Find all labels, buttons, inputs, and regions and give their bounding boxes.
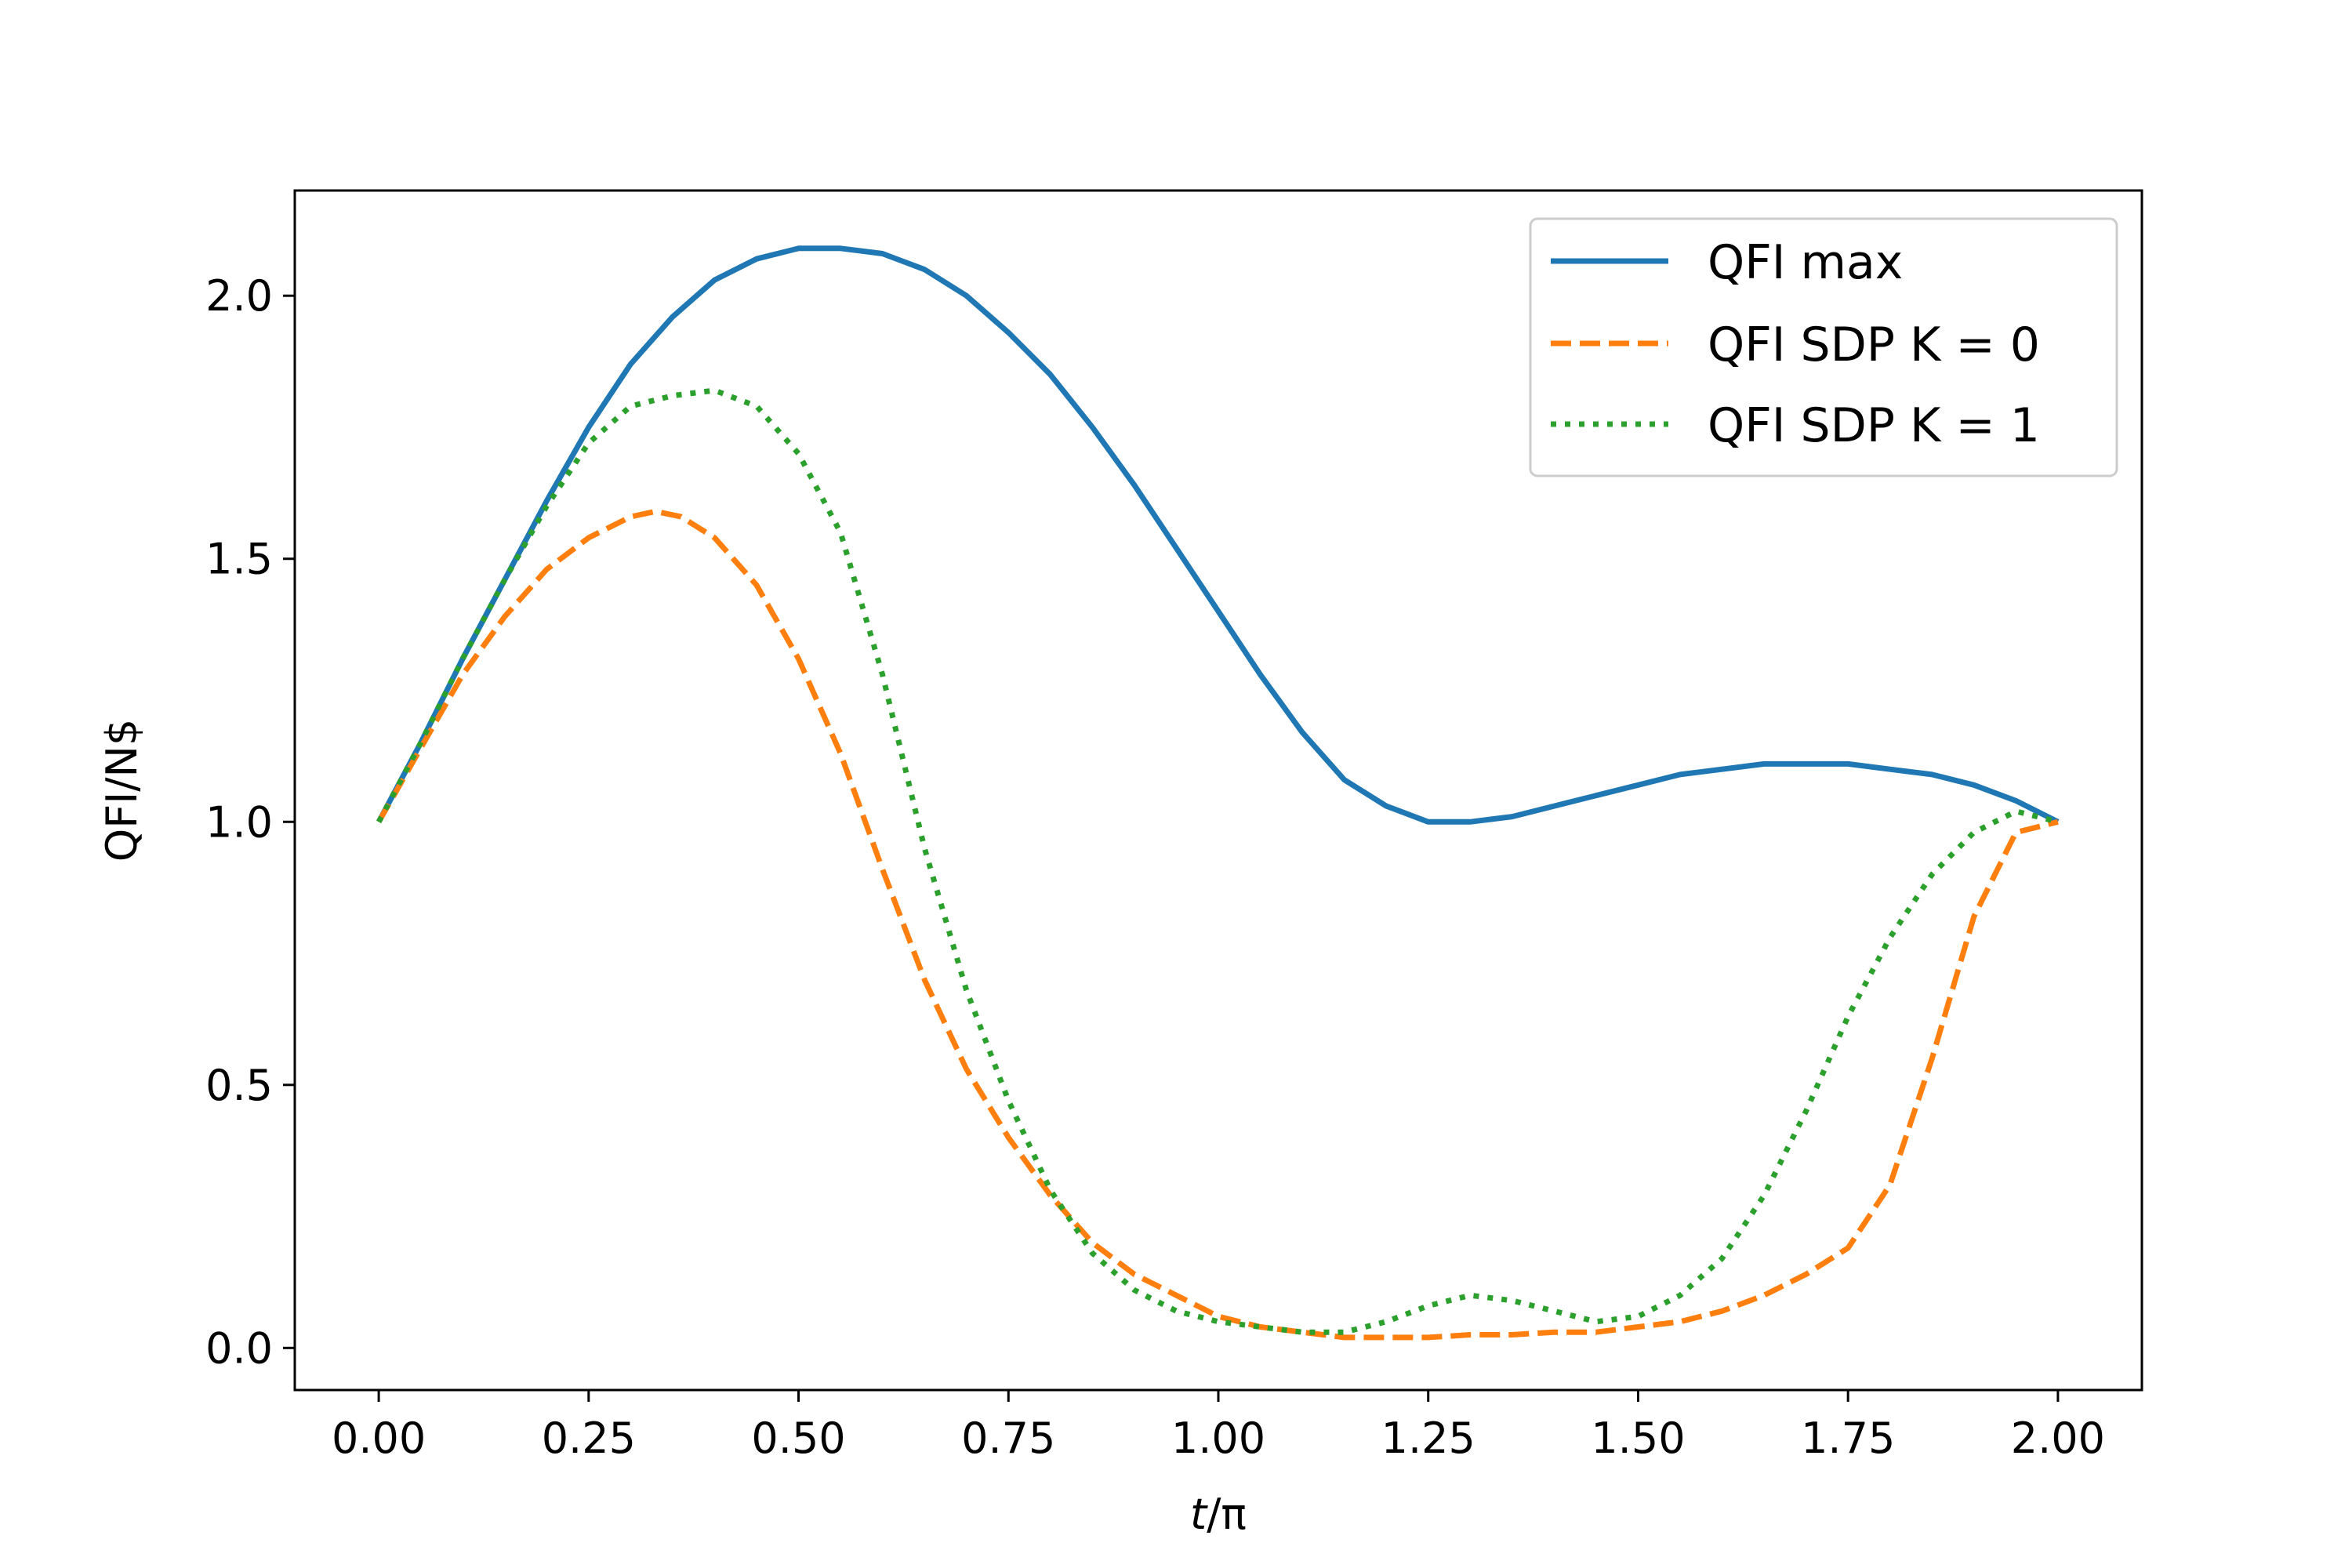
y-tick-label: 1.0	[205, 797, 273, 847]
x-tick-label: 0.50	[751, 1414, 845, 1463]
x-tick-label: 0.75	[961, 1414, 1055, 1463]
series-lines	[376, 245, 2060, 1341]
y-tick-label: 2.0	[205, 271, 273, 321]
plot-frame	[293, 189, 2143, 1392]
x-tick-label: 1.50	[1591, 1414, 1685, 1463]
series-line-qfi-max	[376, 245, 2060, 825]
x-tick-label: 2.00	[2011, 1414, 2105, 1463]
y-tick-label: 0.0	[205, 1323, 273, 1373]
x-tick-label: 0.00	[332, 1414, 426, 1463]
x-axis-label: t/π	[1190, 1490, 1247, 1539]
x-tick-label: 1.00	[1171, 1414, 1265, 1463]
y-tick-label: 0.5	[205, 1061, 273, 1110]
y-axis-ticks: 0.0 0.5 1.0 1.5 2.0	[205, 271, 295, 1373]
legend: QFI max QFI SDP K = 0 QFI SDP K = 1	[1529, 217, 2118, 477]
x-axis-ticks: 0.00 0.25 0.50 0.75 1.00 1.25 1.50 1.75 2.00	[332, 1390, 2105, 1463]
legend-label-qfi-sdp-k0: QFI SDP K = 0	[1708, 318, 2040, 372]
x-tick-label: 0.25	[542, 1414, 636, 1463]
x-tick-label: 1.25	[1381, 1414, 1475, 1463]
x-tick-label: 1.75	[1801, 1414, 1895, 1463]
legend-label-qfi-max: QFI max	[1708, 235, 1903, 290]
y-tick-label: 1.5	[205, 535, 273, 584]
legend-box	[1529, 217, 2118, 477]
legend-label-qfi-sdp-k1: QFI SDP K = 1	[1708, 398, 2040, 453]
y-axis-label: QFI/N$	[97, 719, 147, 862]
series-line-qfi-sdp-k0	[376, 508, 2059, 1341]
